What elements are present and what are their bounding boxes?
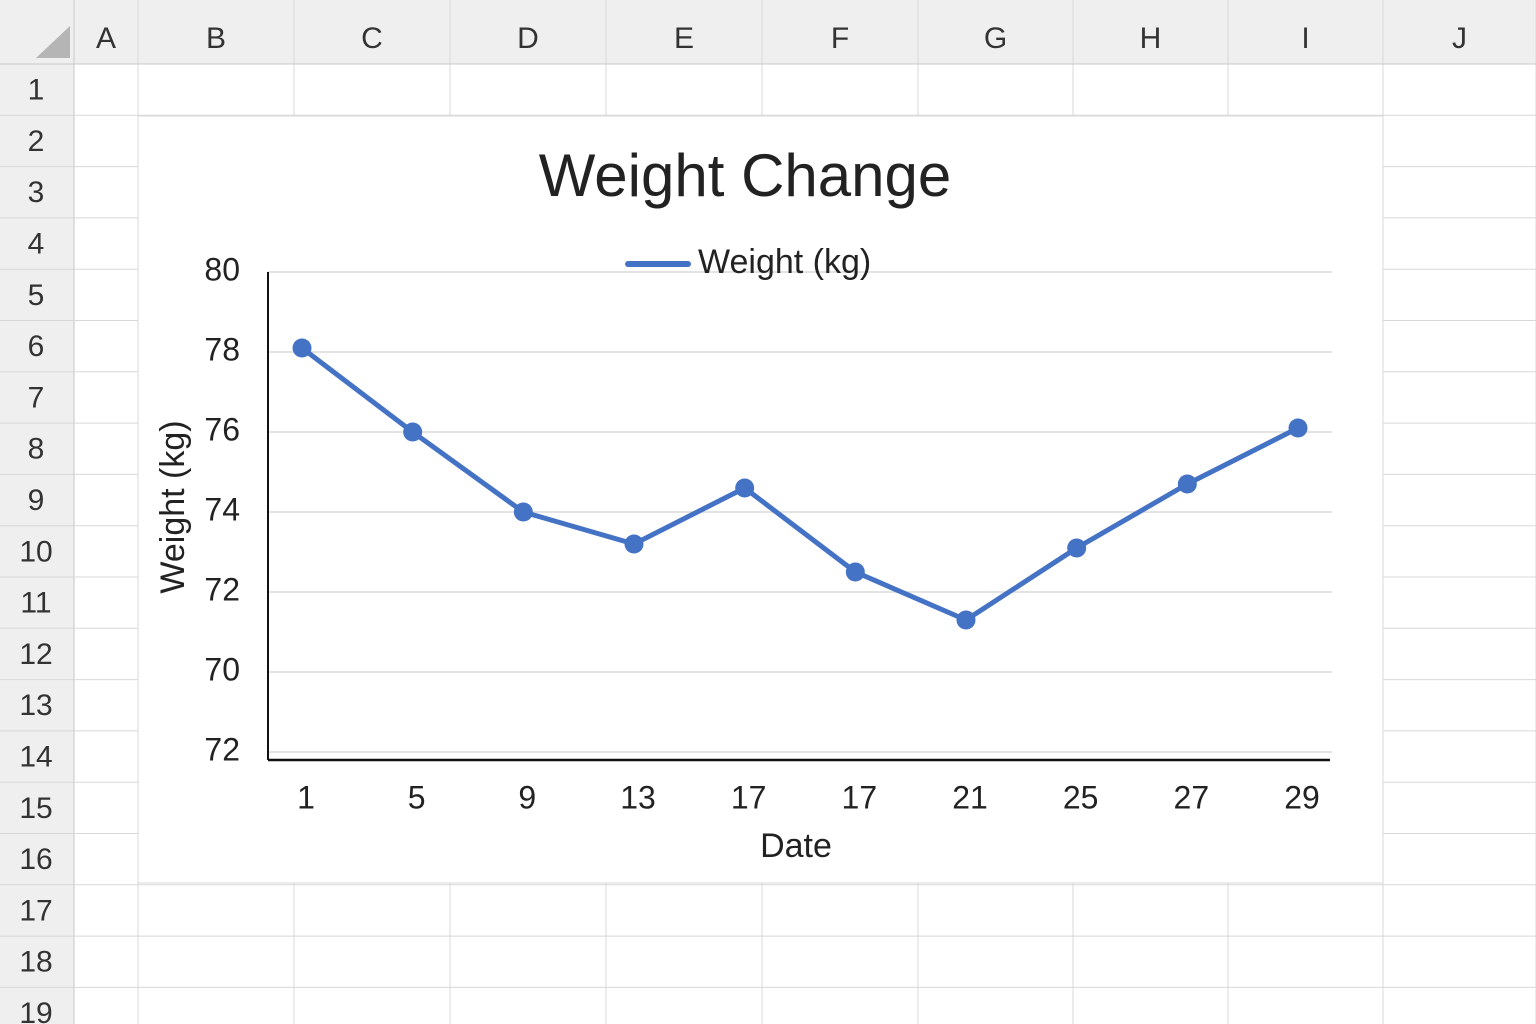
row-header: 10 bbox=[19, 535, 52, 568]
column-header-bar bbox=[0, 0, 1536, 64]
data-point bbox=[735, 478, 755, 498]
row-header: 8 bbox=[28, 433, 45, 466]
select-all-corner[interactable] bbox=[36, 26, 70, 58]
column-header: C bbox=[361, 22, 383, 55]
row-header: 5 bbox=[28, 279, 45, 312]
row-header: 3 bbox=[28, 176, 45, 209]
y-tick-label: 72 bbox=[204, 731, 240, 767]
data-point bbox=[1288, 418, 1308, 438]
column-header: H bbox=[1140, 22, 1162, 55]
data-point bbox=[1067, 538, 1087, 558]
column-header: G bbox=[984, 22, 1007, 55]
column-header: B bbox=[206, 22, 226, 55]
row-header: 7 bbox=[28, 381, 45, 414]
x-tick-label: 27 bbox=[1174, 779, 1210, 815]
y-tick-label: 70 bbox=[204, 651, 240, 687]
row-header: 19 bbox=[19, 997, 52, 1024]
y-tick-label: 72 bbox=[204, 571, 240, 607]
x-tick-label: 5 bbox=[408, 779, 426, 815]
x-tick-label: 25 bbox=[1063, 779, 1099, 815]
x-tick-label: 13 bbox=[620, 779, 656, 815]
x-tick-label: 21 bbox=[952, 779, 988, 815]
x-tick-label: 17 bbox=[842, 779, 878, 815]
column-header: E bbox=[674, 22, 694, 55]
column-header: A bbox=[96, 22, 116, 55]
y-tick-label: 76 bbox=[204, 411, 240, 447]
column-header: F bbox=[831, 22, 849, 55]
row-header: 18 bbox=[19, 946, 52, 979]
row-header: 11 bbox=[20, 587, 51, 620]
series-line bbox=[300, 346, 1300, 623]
data-point bbox=[1177, 474, 1197, 494]
y-axis-title: Weight (kg) bbox=[154, 420, 192, 593]
y-tick-label: 80 bbox=[204, 251, 240, 287]
column-header: I bbox=[1301, 22, 1309, 55]
chart-title: Weight Change bbox=[539, 142, 952, 209]
data-point bbox=[292, 338, 312, 358]
x-tick-label: 1 bbox=[297, 779, 315, 815]
column-header: J bbox=[1452, 22, 1467, 55]
row-header: 2 bbox=[28, 125, 45, 158]
row-header: 17 bbox=[19, 894, 52, 927]
row-header-bar bbox=[0, 0, 74, 1024]
data-point bbox=[513, 502, 533, 522]
column-header: D bbox=[517, 22, 539, 55]
data-point bbox=[845, 562, 865, 582]
row-header: 14 bbox=[19, 740, 52, 773]
row-header: 13 bbox=[19, 689, 52, 722]
data-point bbox=[624, 534, 644, 554]
row-header: 12 bbox=[19, 638, 52, 671]
data-point bbox=[403, 422, 423, 442]
y-tick-label: 78 bbox=[204, 331, 240, 367]
row-header: 6 bbox=[28, 330, 45, 363]
y-tick-label: 74 bbox=[204, 491, 240, 527]
x-tick-label: 9 bbox=[518, 779, 536, 815]
row-header: 9 bbox=[28, 484, 45, 517]
x-axis-title: Date bbox=[760, 827, 832, 865]
row-header: 15 bbox=[19, 792, 52, 825]
row-header: 4 bbox=[28, 227, 45, 260]
legend-label: Weight (kg) bbox=[698, 243, 871, 281]
data-point bbox=[956, 610, 976, 630]
row-header: 1 bbox=[28, 74, 45, 107]
row-header: 16 bbox=[19, 843, 52, 876]
x-tick-label: 29 bbox=[1284, 779, 1320, 815]
x-tick-label: 17 bbox=[731, 779, 767, 815]
